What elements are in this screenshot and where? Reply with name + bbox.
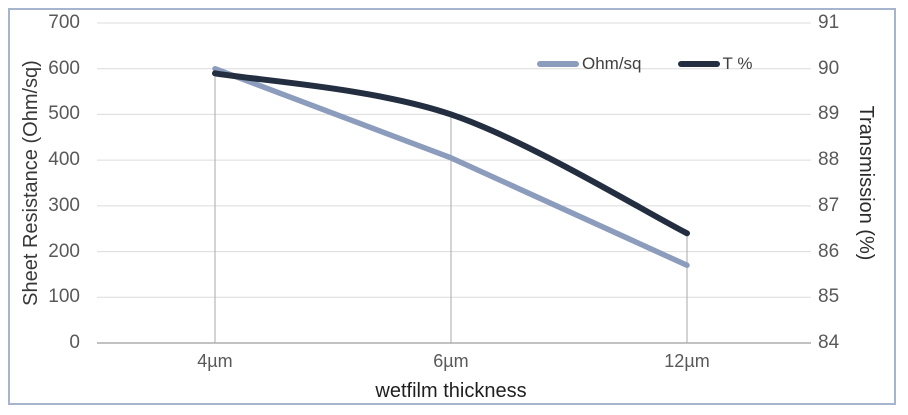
- right-axis-tick-label: 87: [818, 194, 840, 216]
- x-axis-category-label: 4µm: [197, 351, 233, 371]
- right-axis-tick-label: 85: [818, 286, 840, 308]
- x-axis-category-label: 6µm: [433, 351, 469, 371]
- x-axis-category-label: 12µm: [664, 351, 710, 371]
- left-axis-tick-label: 500: [48, 103, 80, 125]
- left-axis-tick-label: 400: [48, 149, 80, 171]
- legend-swatch-ohm-sq-icon: [537, 61, 579, 67]
- left-axis-tick-label: 200: [48, 240, 80, 262]
- right-axis-tick-label: 86: [818, 240, 840, 262]
- series-line-t: [212, 70, 690, 237]
- legend-label-ohm-sq: Ohm/sq: [582, 54, 642, 73]
- left-axis-tick-label: 0: [69, 332, 80, 353]
- legend-item-t-percent: T %: [677, 54, 753, 74]
- right-axis-tick-label: 91: [818, 12, 840, 33]
- legend: Ohm/sq T %: [537, 54, 752, 74]
- right-axis-tick-label: 88: [818, 149, 840, 171]
- chart-border: [8, 8, 896, 405]
- right-axis-tick-label: 84: [818, 332, 840, 353]
- series-line-ohm-sq: [212, 65, 690, 269]
- legend-item-ohm-sq: Ohm/sq: [537, 54, 642, 74]
- left-axis-tick-label: 300: [48, 194, 80, 216]
- x-axis-title: wetfilm thickness: [375, 380, 527, 402]
- left-axis-tick-label: 100: [48, 286, 80, 308]
- legend-swatch-t-percent-icon: [677, 61, 720, 67]
- left-axis-tick-label: 700: [48, 12, 80, 33]
- left-axis-tick-label: 600: [48, 57, 80, 79]
- right-axis-tick-label: 90: [818, 57, 840, 79]
- right-axis-tick-label: 89: [818, 103, 840, 125]
- legend-label-t-percent: T %: [722, 54, 753, 73]
